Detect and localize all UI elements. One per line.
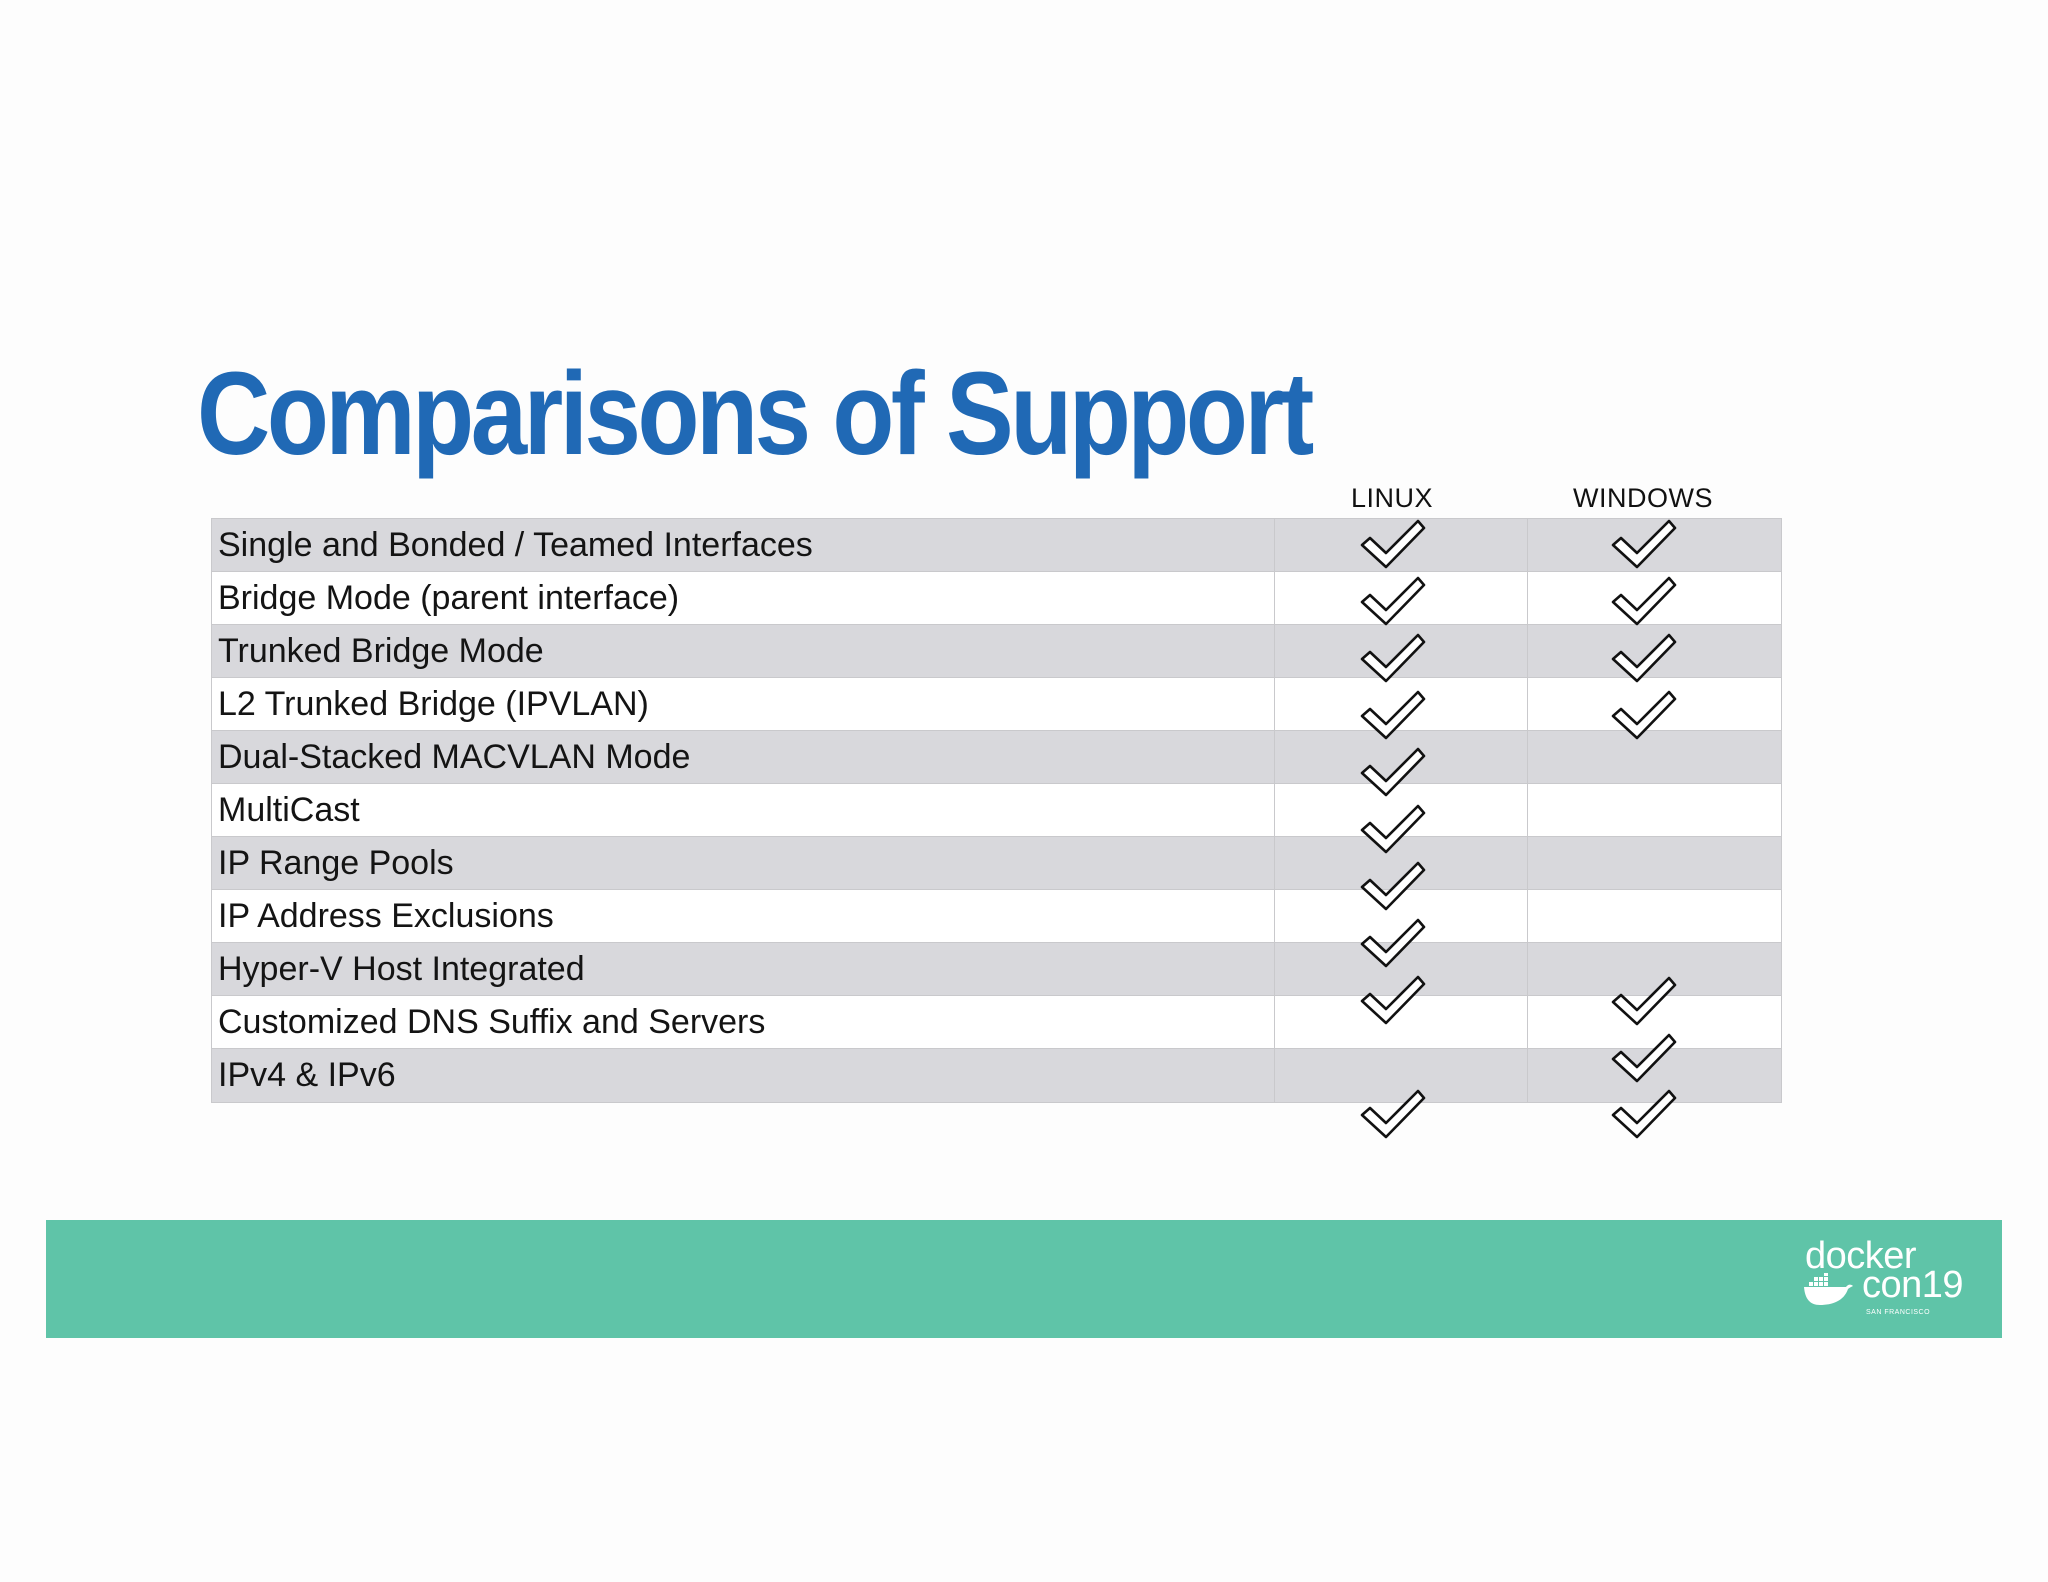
windows-cell bbox=[1528, 678, 1780, 730]
comparison-table: Single and Bonded / Teamed Interfaces Br… bbox=[211, 518, 1782, 1103]
slide-title: Comparisons of Support bbox=[197, 348, 1314, 480]
dockercon-logo: docker con19 SAN FRANCISCO bbox=[1800, 1237, 1990, 1327]
linux-cell bbox=[1275, 996, 1528, 1048]
windows-cell bbox=[1528, 837, 1780, 889]
linux-cell bbox=[1275, 784, 1528, 836]
table-row: IP Range Pools bbox=[212, 837, 1781, 890]
windows-cell bbox=[1528, 943, 1780, 995]
table-row: IP Address Exclusions bbox=[212, 890, 1781, 943]
linux-cell bbox=[1275, 731, 1528, 783]
feature-cell: Single and Bonded / Teamed Interfaces bbox=[212, 519, 1275, 571]
feature-cell: IP Address Exclusions bbox=[212, 890, 1275, 942]
logo-text-city: SAN FRANCISCO bbox=[1866, 1309, 1931, 1316]
column-header-linux: LINUX bbox=[1350, 483, 1434, 513]
table-row: Dual-Stacked MACVLAN Mode bbox=[212, 731, 1781, 784]
feature-cell: Customized DNS Suffix and Servers bbox=[212, 996, 1275, 1048]
feature-cell: MultiCast bbox=[212, 784, 1275, 836]
linux-cell bbox=[1275, 943, 1528, 995]
footer-band bbox=[46, 1220, 2002, 1338]
table-row: Customized DNS Suffix and Servers bbox=[212, 996, 1781, 1049]
table-row: Trunked Bridge Mode bbox=[212, 625, 1781, 678]
table-row: IPv4 & IPv6 bbox=[212, 1049, 1781, 1102]
windows-cell bbox=[1528, 1049, 1780, 1102]
windows-cell bbox=[1528, 890, 1780, 942]
windows-cell bbox=[1528, 572, 1780, 624]
table-row: Bridge Mode (parent interface) bbox=[212, 572, 1781, 625]
linux-cell bbox=[1275, 1049, 1528, 1102]
feature-cell: IPv4 & IPv6 bbox=[212, 1049, 1275, 1102]
docker-whale-icon bbox=[1804, 1273, 1853, 1305]
feature-cell: Bridge Mode (parent interface) bbox=[212, 572, 1275, 624]
linux-cell bbox=[1275, 678, 1528, 730]
table-row: MultiCast bbox=[212, 784, 1781, 837]
logo-text-con: con19 bbox=[1862, 1264, 1964, 1306]
windows-cell bbox=[1528, 625, 1780, 677]
linux-cell bbox=[1275, 519, 1528, 571]
linux-cell bbox=[1275, 572, 1528, 624]
feature-cell: Dual-Stacked MACVLAN Mode bbox=[212, 731, 1275, 783]
logo-text-docker: docker bbox=[1805, 1235, 1917, 1277]
windows-cell bbox=[1528, 784, 1780, 836]
linux-cell bbox=[1275, 837, 1528, 889]
table-row: Hyper-V Host Integrated bbox=[212, 943, 1781, 996]
windows-cell bbox=[1528, 731, 1780, 783]
column-header-windows: WINDOWS bbox=[1573, 483, 1713, 513]
linux-cell bbox=[1275, 890, 1528, 942]
linux-cell bbox=[1275, 625, 1528, 677]
feature-cell: Hyper-V Host Integrated bbox=[212, 943, 1275, 995]
feature-cell: Trunked Bridge Mode bbox=[212, 625, 1275, 677]
windows-cell bbox=[1528, 519, 1780, 571]
table-row: L2 Trunked Bridge (IPVLAN) bbox=[212, 678, 1781, 731]
feature-cell: IP Range Pools bbox=[212, 837, 1275, 889]
windows-cell bbox=[1528, 996, 1780, 1048]
feature-cell: L2 Trunked Bridge (IPVLAN) bbox=[212, 678, 1275, 730]
table-row: Single and Bonded / Teamed Interfaces bbox=[212, 519, 1781, 572]
